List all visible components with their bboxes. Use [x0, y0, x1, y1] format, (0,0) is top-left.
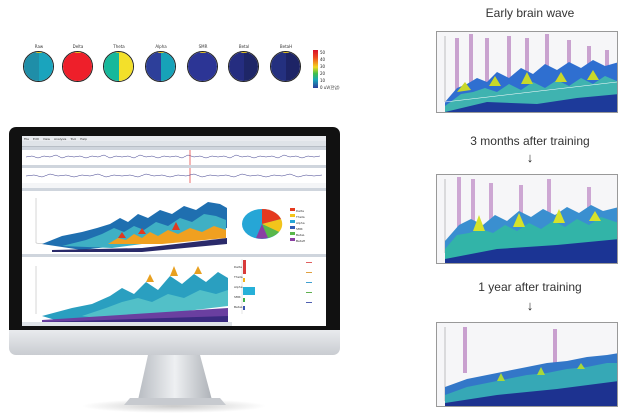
band-label-raw: Raw	[34, 44, 44, 49]
bar-label: SMR	[234, 295, 241, 299]
scale-tick: 50	[320, 50, 326, 55]
nose-marker-icon	[199, 52, 206, 53]
raw-eeg-strip	[22, 147, 326, 183]
band-label-smr: SMR	[198, 44, 208, 49]
scale-tick: 10	[320, 78, 326, 83]
bar-label: BetaL	[234, 305, 243, 309]
bar-label: Theta	[234, 275, 243, 279]
nose-marker-icon	[157, 52, 164, 53]
brain-map-alpha	[145, 51, 176, 82]
band-power-bar-panel	[232, 254, 326, 326]
band-label-theta: Theta	[113, 44, 125, 49]
pie-legend-item: SMR	[296, 227, 303, 231]
nose-marker-icon	[115, 52, 122, 53]
menu-tool[interactable]: Tool	[70, 136, 77, 141]
band-ratio-pie-panel	[232, 188, 326, 254]
bar-labels: Delta Theta Alpha SMR BetaL	[234, 262, 243, 312]
monitor-chin	[9, 330, 340, 355]
nose-marker-icon	[35, 52, 42, 53]
pie-legend-item: Theta	[296, 215, 305, 219]
band-label-alpha: Alpha	[155, 44, 167, 49]
scale-tick: 30	[320, 64, 326, 69]
menu-edit[interactable]: Edit	[33, 136, 39, 141]
brain-map-betal	[228, 51, 259, 82]
stage-title-1-year: 1 year after training	[478, 280, 582, 294]
menu-analysis[interactable]: Analysis	[53, 136, 67, 141]
stage-title-early: Early brain wave	[485, 6, 575, 20]
bar-label: Alpha	[234, 285, 243, 289]
stage-chart-1-year	[436, 322, 618, 407]
pie-legend: Delta Theta Alpha SMR BetaL BetaH	[296, 208, 305, 244]
scale-tick: 40	[320, 57, 326, 62]
menu-view[interactable]: View	[42, 136, 50, 141]
nose-marker-icon	[282, 52, 289, 53]
brain-map-theta	[103, 51, 134, 82]
nose-marker-icon	[74, 52, 81, 53]
stage-title-3-months: 3 months after training	[470, 134, 590, 148]
scale-tick: 0 uV(전압)	[320, 85, 340, 90]
brain-map-delta	[62, 51, 93, 82]
nose-marker-icon	[240, 52, 247, 53]
down-arrow-icon: ↓	[526, 150, 534, 165]
brain-map-betah	[270, 51, 301, 82]
brain-map-raw	[23, 51, 54, 82]
menu-help[interactable]: Help	[80, 136, 88, 141]
app-menu-bar: File Edit View Analysis Tool Help	[22, 136, 326, 141]
pie-legend-item: BetaL	[296, 233, 305, 237]
bar-label: Delta	[234, 265, 243, 269]
down-arrow-icon: ↓	[526, 298, 534, 313]
brain-map-smr	[187, 51, 218, 82]
monitor-stand	[82, 355, 266, 413]
menu-file[interactable]: File	[24, 136, 30, 141]
scale-tick: 20	[320, 71, 326, 76]
pie-legend-item: BetaH	[296, 239, 306, 243]
amplitude-color-scale	[313, 50, 318, 88]
pie-legend-item: Alpha	[296, 221, 305, 225]
band-label-delta: Delta	[72, 44, 84, 49]
spectrum-3d-chart-bottom	[22, 254, 232, 326]
pie-legend-item: Delta	[296, 209, 305, 213]
spectrum-3d-chart-top	[22, 188, 232, 254]
band-label-betah: BetaH	[279, 44, 293, 49]
monitor-screen: File Edit View Analysis Tool Help	[22, 136, 326, 326]
stage-chart-early	[436, 31, 618, 113]
band-label-betal: Betal	[238, 44, 250, 49]
stage-chart-3-months	[436, 174, 618, 264]
